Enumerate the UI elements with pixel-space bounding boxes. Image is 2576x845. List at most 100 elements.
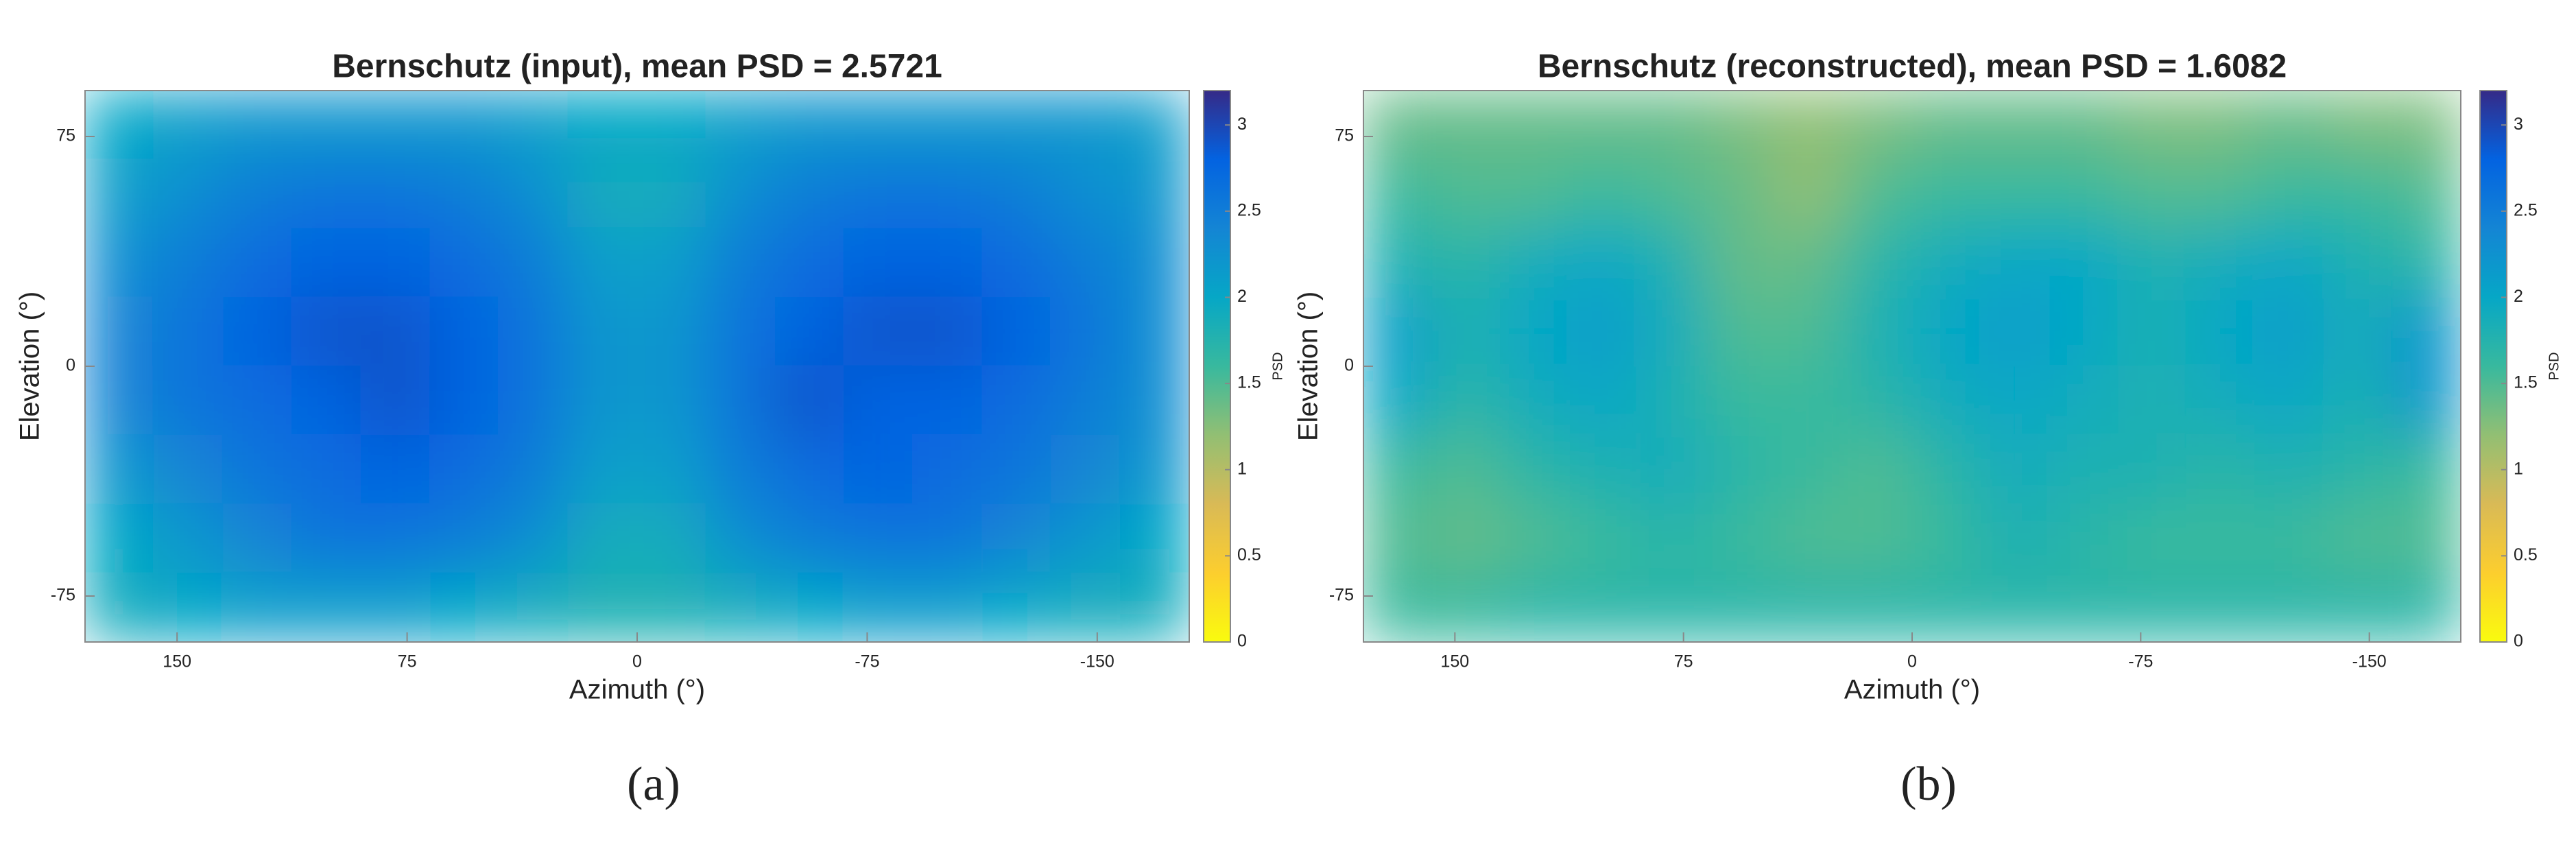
heatmap-cell <box>291 503 362 574</box>
heatmap-cell <box>1363 228 1433 298</box>
heatmap-cell <box>153 158 224 229</box>
heatmap-cell <box>636 91 707 160</box>
heatmap-cell <box>1980 91 2050 160</box>
heatmap-cell <box>2254 434 2324 505</box>
heatmap-cell <box>1569 572 1638 642</box>
heatmap-cell <box>912 228 983 298</box>
heatmap-cell <box>1980 572 2050 642</box>
colorbar-tick-label: 3 <box>1237 115 1247 134</box>
heatmap-cell <box>85 434 155 505</box>
heatmap-cell <box>843 158 914 229</box>
y-tick-label: 75 <box>1335 126 1354 145</box>
heatmap-clip <box>85 91 1189 642</box>
colorbar-tick-label: 1.5 <box>2514 373 2538 392</box>
colorbar-tick-label: 2.5 <box>1237 200 1261 219</box>
x-tick-label: 0 <box>1907 652 1917 671</box>
heatmap-cell <box>636 434 707 505</box>
heatmap-cell <box>981 503 1052 574</box>
colorbar-label: PSD <box>2547 352 2562 380</box>
heatmap-cell <box>222 572 293 642</box>
heatmap-cell <box>1500 158 1570 229</box>
heatmap-cell <box>1706 572 1776 642</box>
heatmap-cell <box>1774 434 1844 505</box>
heatmap-cell <box>1569 91 1638 160</box>
heatmap-cell <box>1774 572 1844 642</box>
heatmap-cell <box>1119 158 1189 229</box>
heatmap-cell <box>1843 228 1913 298</box>
heatmap-cell <box>1843 91 1913 160</box>
x-tick-label: 150 <box>163 652 191 671</box>
heatmap-cell <box>1500 91 1570 160</box>
heatmap-cell <box>2254 296 2324 367</box>
heatmap-cell <box>2186 91 2256 160</box>
heatmap-cell <box>567 366 638 436</box>
heatmap-cell <box>2186 503 2256 574</box>
heatmap-cell <box>912 366 983 436</box>
heatmap-cell <box>636 572 707 642</box>
heatmap-cell <box>222 503 293 574</box>
heatmap-cell <box>222 296 293 367</box>
heatmap <box>85 91 1189 642</box>
heatmap-cell <box>1050 366 1121 436</box>
heatmap-cell <box>498 91 569 160</box>
subcaption: (b) <box>1900 758 1957 811</box>
heatmap-cell <box>85 228 155 298</box>
heatmap-cell <box>2323 366 2393 436</box>
heatmap-cell <box>1119 434 1189 505</box>
heatmap-cell <box>2049 366 2119 436</box>
heatmap-cell <box>429 434 500 505</box>
heatmap-cell <box>498 572 569 642</box>
heatmap-cell <box>291 366 362 436</box>
heatmap-cell <box>1774 228 1844 298</box>
heatmap-cell <box>1706 228 1776 298</box>
heatmap-cell <box>2392 434 2461 505</box>
chart-title: Bernschutz (reconstructed), mean PSD = 1… <box>1538 49 2287 85</box>
heatmap-cell <box>498 434 569 505</box>
heatmap-cell <box>1431 572 1501 642</box>
colorbar-tick-label: 1 <box>1237 459 1247 478</box>
heatmap-cell <box>360 158 431 229</box>
heatmap-cell <box>1363 91 1433 160</box>
heatmap-cell <box>498 503 569 574</box>
heatmap-cell <box>85 91 155 160</box>
heatmap-cell <box>1911 158 1981 229</box>
heatmap-cell <box>429 366 500 436</box>
heatmap-cell <box>843 91 914 160</box>
chart-title: Bernschutz (input), mean PSD = 2.5721 <box>332 49 942 85</box>
heatmap-cell <box>1431 503 1501 574</box>
heatmap-cell <box>1706 91 1776 160</box>
heatmap-cell <box>636 503 707 574</box>
heatmap-cell <box>981 91 1052 160</box>
heatmap-cell <box>429 91 500 160</box>
heatmap-cell <box>2392 572 2461 642</box>
heatmap-cell <box>2049 572 2119 642</box>
heatmap-cell <box>2049 434 2119 505</box>
heatmap-cell <box>567 572 638 642</box>
heatmap-cell <box>1911 91 1981 160</box>
heatmap-cell <box>291 434 362 505</box>
heatmap-cell <box>1706 503 1776 574</box>
heatmap-cell <box>2049 503 2119 574</box>
heatmap-cell <box>1911 572 1981 642</box>
heatmap-cell <box>1431 366 1501 436</box>
heatmap-cell <box>1843 296 1913 367</box>
subcaption: (a) <box>627 758 680 811</box>
heatmap-cell <box>153 296 224 367</box>
heatmap-cell <box>1706 158 1776 229</box>
heatmap-cell <box>843 572 914 642</box>
x-tick-label: 75 <box>1674 652 1693 671</box>
heatmap-cell <box>636 296 707 367</box>
heatmap-cell <box>222 91 293 160</box>
x-tick-label: -75 <box>855 652 879 671</box>
heatmap-cell <box>705 91 776 160</box>
heatmap-cell <box>2049 296 2119 367</box>
heatmap-cell <box>153 434 224 505</box>
heatmap-cell <box>153 91 224 160</box>
heatmap-clip <box>1363 91 2461 642</box>
heatmap-cell <box>1980 366 2050 436</box>
colorbar-tick-label: 0.5 <box>1237 545 1261 564</box>
heatmap-cell <box>1843 572 1913 642</box>
heatmap-cell <box>2392 228 2461 298</box>
heatmap-cell <box>291 228 362 298</box>
heatmap-cell <box>85 296 155 367</box>
